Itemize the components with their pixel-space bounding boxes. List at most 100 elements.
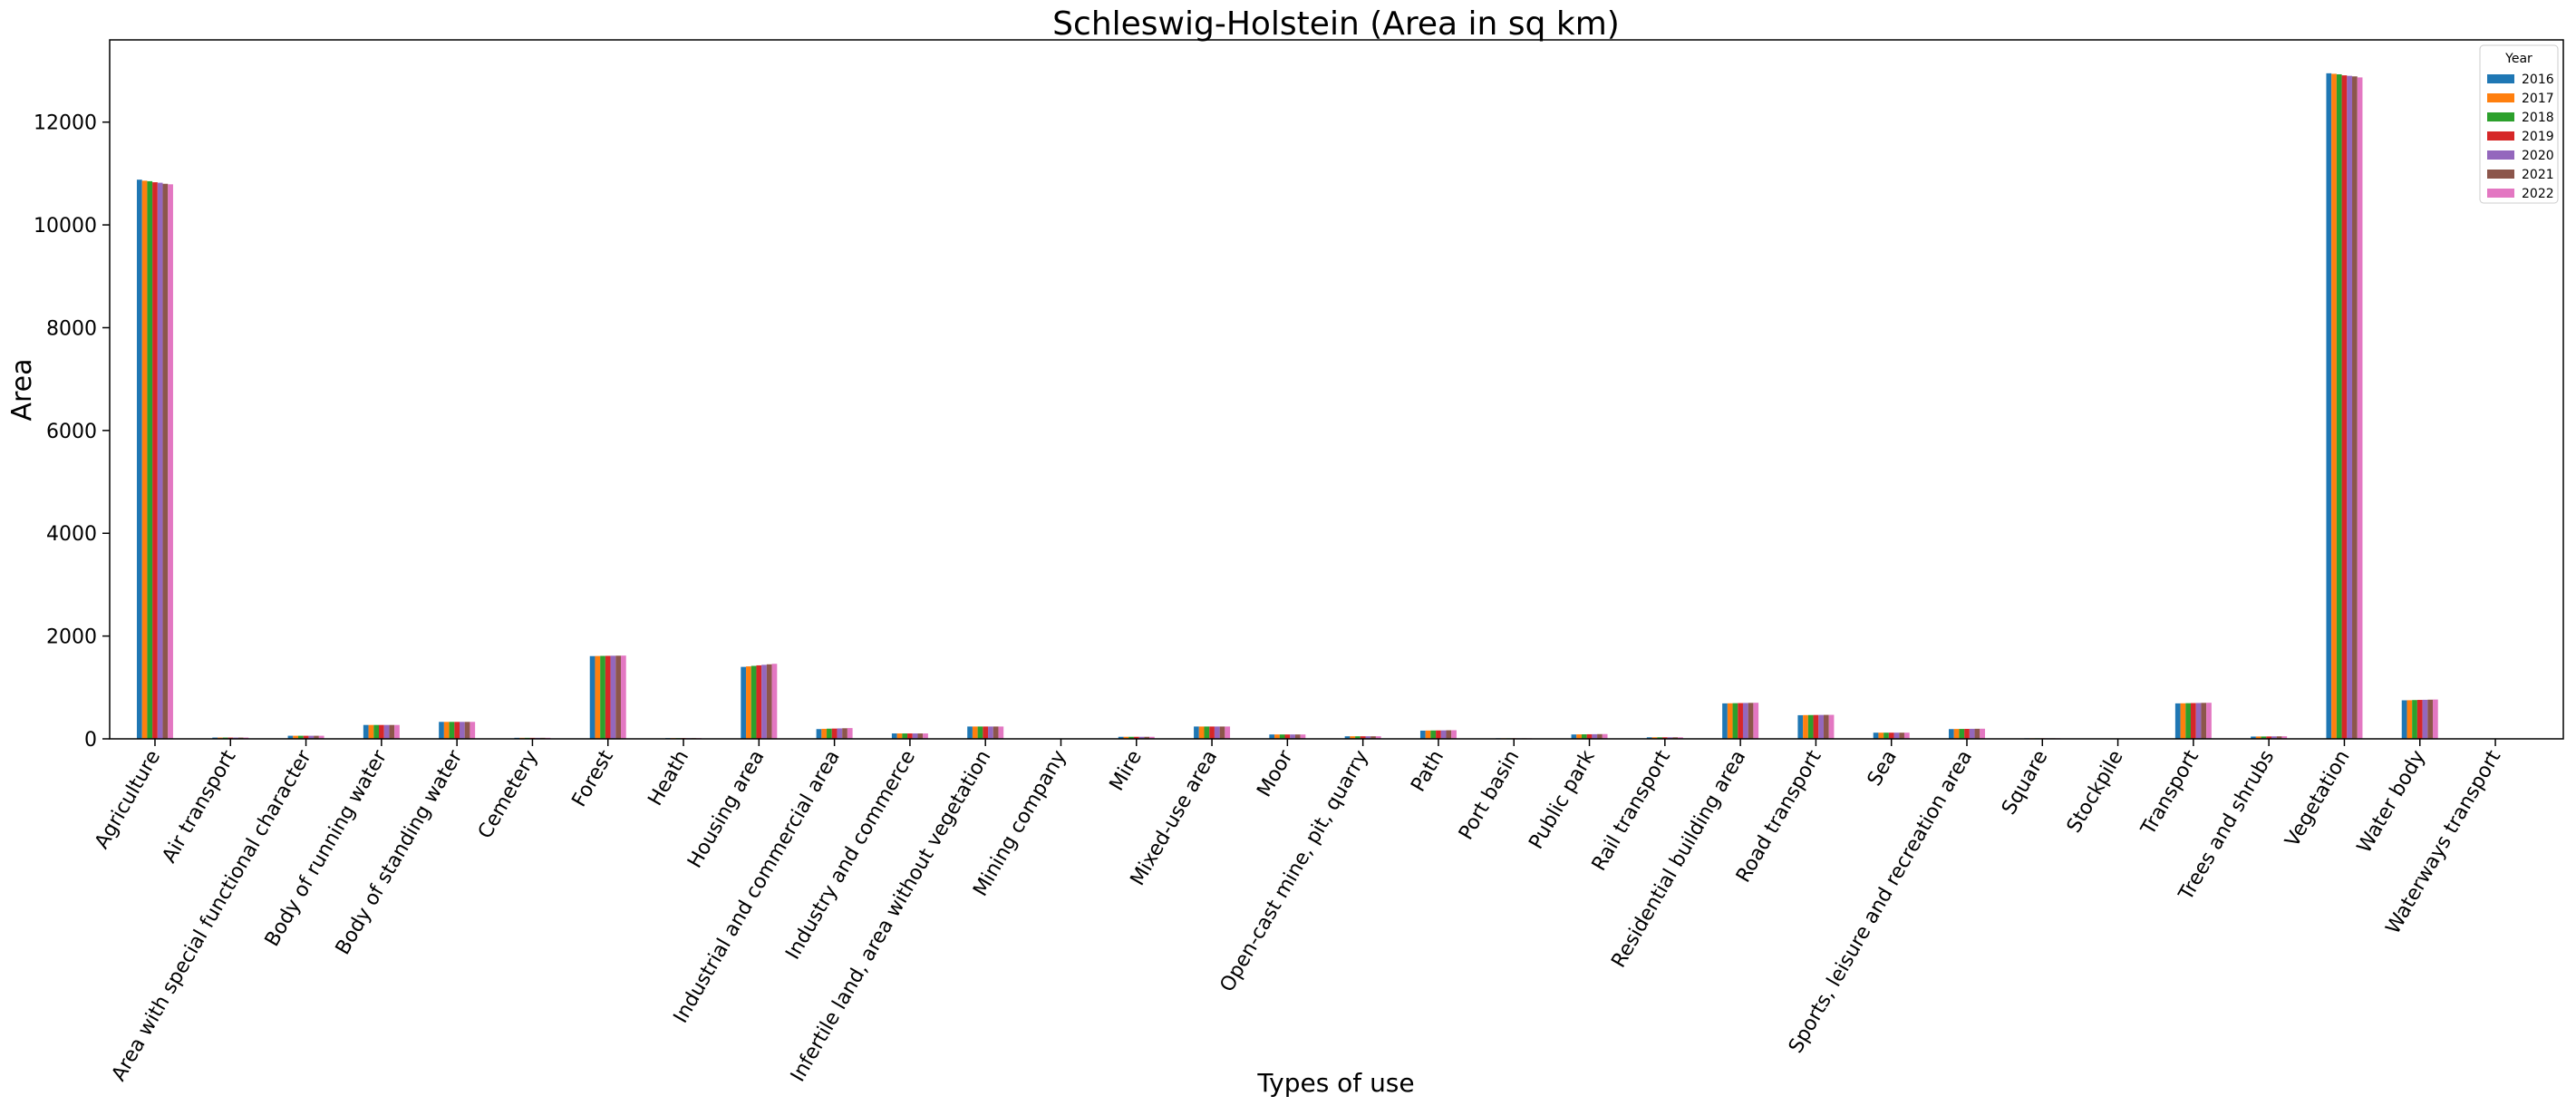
bar — [1949, 729, 1954, 739]
bar — [1355, 736, 1361, 739]
bar — [318, 735, 324, 739]
bar — [837, 728, 843, 739]
bar — [1581, 734, 1587, 739]
bar — [162, 183, 169, 739]
bar — [1803, 714, 1808, 739]
bar — [460, 722, 465, 739]
bar — [1571, 734, 1577, 739]
bar — [1419, 730, 1426, 739]
legend-label: 2018 — [2522, 111, 2554, 125]
bar — [168, 184, 173, 740]
bar — [2255, 736, 2261, 739]
bar — [595, 655, 601, 739]
bar — [1667, 737, 1673, 739]
bar — [1440, 730, 1447, 739]
bar — [1646, 737, 1652, 739]
x-tick-label: Residential building area — [1607, 746, 1750, 971]
legend-swatch — [2487, 170, 2514, 179]
bar — [1964, 729, 1970, 739]
bar — [2206, 703, 2212, 739]
bar — [977, 726, 983, 739]
bar — [314, 735, 319, 739]
y-tick-label: 12000 — [34, 112, 97, 135]
bar — [1365, 736, 1371, 739]
bar — [896, 733, 903, 739]
bar — [1732, 703, 1738, 739]
bar — [615, 655, 622, 739]
x-tick-label: Port basin — [1455, 747, 1524, 844]
bar — [2416, 700, 2423, 739]
bar — [1893, 732, 1900, 739]
legend-swatch — [2487, 112, 2514, 121]
bar — [470, 722, 476, 739]
y-ticks: 0 2000 4000 6000 8000 10000 12000 — [34, 112, 110, 752]
bar — [1899, 732, 1904, 739]
bar — [1873, 732, 1879, 739]
y-tick-label: 0 — [84, 729, 97, 752]
bar — [2357, 77, 2363, 739]
y-axis-label: Area — [6, 358, 38, 421]
bar — [1576, 734, 1582, 739]
x-tick-label: Air transport — [158, 746, 240, 867]
bar — [2352, 76, 2358, 739]
legend-box — [2479, 44, 2559, 204]
bar — [1884, 732, 1889, 739]
bar — [373, 724, 379, 739]
x-tick-label: Road transport — [1732, 746, 1826, 887]
legend-label: 2019 — [2522, 130, 2554, 144]
x-tick-label: Rail transport — [1588, 746, 1675, 875]
bar — [1722, 703, 1728, 739]
bar — [1149, 736, 1155, 739]
bar — [589, 655, 596, 739]
bar — [287, 735, 294, 739]
legend: Year 2016 2017 2018 2019 2020 2021 2022 — [2479, 44, 2559, 204]
x-tick-label: Sports, leisure and recreation area — [1785, 747, 1977, 1058]
bar — [907, 733, 913, 739]
bar — [152, 182, 158, 740]
bar — [1661, 737, 1668, 739]
bar — [1290, 734, 1295, 739]
bar — [610, 655, 616, 739]
x-tick-label: Cemetery — [474, 747, 543, 843]
bar — [147, 180, 153, 739]
bar — [439, 722, 444, 739]
bar — [443, 722, 450, 739]
legend-label: 2016 — [2522, 73, 2554, 87]
x-tick-label: Water body — [2353, 747, 2430, 858]
bar — [972, 726, 978, 739]
bar — [157, 182, 163, 740]
bar — [1657, 737, 1662, 739]
bar — [394, 724, 400, 739]
legend-swatch — [2487, 150, 2514, 160]
bar — [1144, 736, 1150, 739]
bar — [746, 666, 751, 739]
bar — [827, 728, 832, 739]
bar — [917, 733, 924, 739]
x-tick-label: Heath — [644, 747, 693, 810]
bar — [600, 655, 605, 739]
bar — [449, 722, 455, 739]
bar — [1133, 736, 1139, 739]
bar — [2326, 73, 2332, 740]
legend-label: 2020 — [2522, 149, 2554, 163]
bar — [1194, 726, 1199, 739]
bar — [1451, 730, 1457, 739]
bar — [2407, 700, 2413, 739]
bar — [1651, 737, 1658, 739]
bar — [303, 735, 309, 739]
bar — [1727, 703, 1733, 739]
bar — [2433, 699, 2438, 739]
y-tick-label: 10000 — [34, 215, 97, 238]
bar — [1980, 728, 1985, 739]
bar — [605, 655, 611, 739]
bar — [891, 733, 897, 739]
x-tick-label: Open-cast mine, pit, quarry — [1216, 747, 1373, 996]
bar — [1903, 732, 1910, 739]
bar — [2266, 736, 2272, 739]
bar — [1225, 726, 1231, 739]
legend-swatch — [2487, 131, 2514, 141]
x-tick-label: Public park — [1525, 746, 1599, 853]
x-tick-label: Forest — [568, 746, 619, 810]
y-tick-label: 4000 — [46, 523, 97, 546]
